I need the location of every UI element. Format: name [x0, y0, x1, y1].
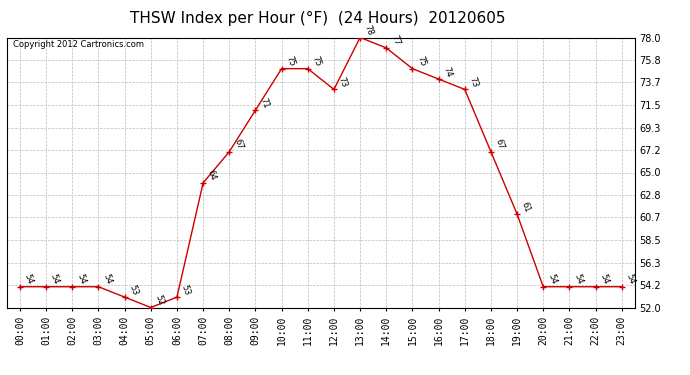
Text: 71: 71	[258, 96, 270, 109]
Text: 78: 78	[363, 24, 375, 37]
Text: THSW Index per Hour (°F)  (24 Hours)  20120605: THSW Index per Hour (°F) (24 Hours) 2012…	[130, 11, 505, 26]
Text: 54: 54	[23, 273, 34, 286]
Text: 54: 54	[572, 273, 584, 286]
Text: 75: 75	[415, 55, 427, 68]
Text: 73: 73	[337, 75, 349, 88]
Text: 54: 54	[546, 273, 558, 286]
Text: 75: 75	[310, 55, 323, 68]
Text: 67: 67	[493, 138, 506, 151]
Text: 53: 53	[128, 283, 139, 296]
Text: 77: 77	[389, 34, 401, 47]
Text: 54: 54	[75, 273, 87, 286]
Text: 54: 54	[598, 273, 611, 286]
Text: 67: 67	[232, 138, 244, 151]
Text: Copyright 2012 Cartronics.com: Copyright 2012 Cartronics.com	[13, 40, 144, 49]
Text: 73: 73	[468, 75, 480, 88]
Text: 53: 53	[179, 283, 192, 296]
Text: 52: 52	[154, 294, 166, 307]
Text: 54: 54	[49, 273, 61, 286]
Text: 64: 64	[206, 169, 218, 182]
Text: 75: 75	[284, 55, 297, 68]
Text: 74: 74	[442, 65, 453, 78]
Text: 61: 61	[520, 200, 532, 213]
Text: 54: 54	[101, 273, 113, 286]
Text: 54: 54	[624, 273, 637, 286]
